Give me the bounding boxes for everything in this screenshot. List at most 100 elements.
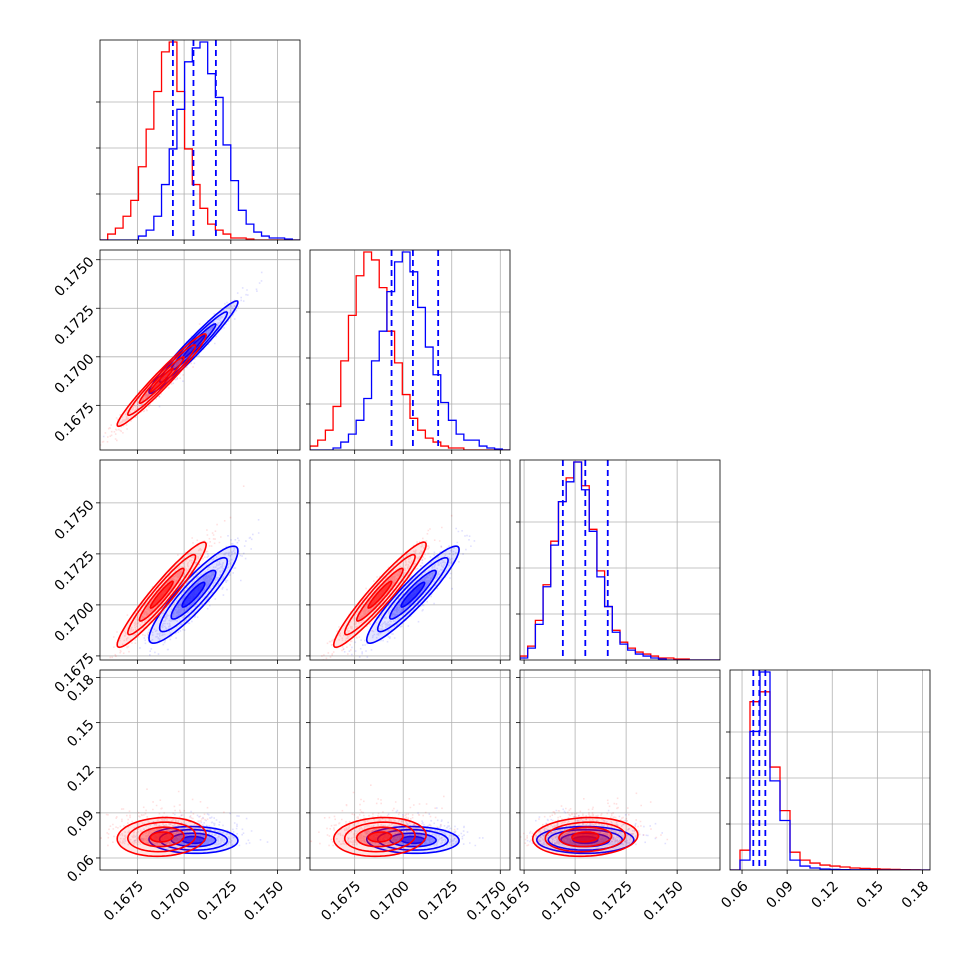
contour-red bbox=[116, 541, 208, 649]
x-tick-label: 0.1725 bbox=[590, 878, 636, 924]
x-tick-label: 0.1750 bbox=[241, 878, 287, 924]
density-fill-blue bbox=[182, 335, 205, 359]
histogram-blue-0 bbox=[100, 41, 300, 240]
x-tick-label: 0.1675 bbox=[101, 878, 147, 924]
histogram-blue-2 bbox=[520, 461, 720, 660]
density-fill-red bbox=[150, 368, 173, 392]
panel-1-0 bbox=[100, 250, 300, 450]
y-tick-label: 0.1725 bbox=[52, 548, 98, 594]
axes-frame bbox=[99, 459, 301, 661]
y-tick-label: 0.1700 bbox=[52, 599, 98, 645]
y-tick-label: 0.12 bbox=[64, 762, 97, 795]
density-fill-red bbox=[150, 832, 173, 842]
density-fill-red bbox=[368, 832, 392, 842]
axes-frame bbox=[309, 459, 511, 661]
y-tick-label: 0.1750 bbox=[52, 254, 98, 300]
contour-red bbox=[126, 553, 197, 636]
contour-blue bbox=[365, 545, 460, 644]
contour-red bbox=[149, 367, 174, 393]
contour-red bbox=[571, 831, 600, 843]
axes-frame bbox=[99, 249, 301, 451]
x-tick-label: 0.1700 bbox=[367, 878, 413, 924]
contour-blue bbox=[158, 556, 229, 633]
panel-3-0 bbox=[100, 670, 300, 870]
contour-blue bbox=[170, 569, 217, 620]
contour-blue bbox=[365, 825, 460, 855]
x-tick-label: 0.18 bbox=[899, 878, 932, 911]
x-tick-label: 0.1675 bbox=[318, 878, 364, 924]
histogram-red-1 bbox=[310, 251, 510, 450]
panel-0-0 bbox=[100, 40, 300, 240]
axes-frame bbox=[309, 669, 511, 871]
x-tick-label: 0.09 bbox=[763, 878, 796, 911]
histogram-red-0 bbox=[100, 41, 300, 240]
x-tick-label: 0.15 bbox=[854, 878, 887, 911]
scatter-points-blue bbox=[520, 808, 667, 846]
contour-blue bbox=[148, 300, 239, 395]
contour-red bbox=[343, 553, 416, 636]
contour-blue bbox=[148, 545, 239, 645]
contour-red bbox=[367, 580, 393, 609]
y-tick-label: 0.1750 bbox=[52, 497, 98, 543]
contour-red bbox=[116, 816, 208, 858]
x-tick-label: 0.1725 bbox=[415, 878, 461, 924]
axes-frame bbox=[519, 669, 721, 871]
y-tick-label: 0.06 bbox=[64, 852, 97, 885]
density-fill-blue bbox=[401, 582, 425, 608]
contour-red bbox=[355, 567, 404, 622]
histogram-blue-1 bbox=[310, 251, 510, 450]
contour-red bbox=[138, 567, 185, 622]
panel-2-0 bbox=[100, 460, 300, 660]
y-tick-label: 0.09 bbox=[64, 807, 97, 840]
x-tick-label: 0.1700 bbox=[148, 878, 194, 924]
panel-3-2 bbox=[520, 670, 720, 870]
panel-2-2 bbox=[520, 460, 720, 660]
contour-red bbox=[367, 831, 393, 843]
density-fill-red bbox=[368, 581, 392, 609]
contour-red bbox=[138, 356, 185, 404]
panel-3-1 bbox=[310, 670, 510, 870]
axes-frame bbox=[519, 459, 721, 661]
contour-red bbox=[116, 333, 208, 428]
contour-blue bbox=[148, 825, 239, 855]
scatter-points-blue bbox=[139, 519, 260, 660]
panel-2-1 bbox=[310, 460, 510, 660]
contour-blue bbox=[388, 569, 437, 620]
y-tick-label: 0.15 bbox=[64, 717, 97, 750]
contour-red bbox=[126, 344, 197, 416]
contour-red bbox=[149, 580, 174, 609]
contour-red bbox=[149, 831, 174, 843]
y-tick-label: 0.1725 bbox=[52, 303, 98, 349]
contour-red bbox=[355, 826, 404, 848]
contour-blue bbox=[181, 581, 206, 608]
scatter-points-blue bbox=[342, 527, 476, 658]
density-fill-blue bbox=[182, 582, 205, 608]
contour-red bbox=[126, 821, 197, 853]
density-fill-red bbox=[150, 581, 173, 609]
density-fill-red bbox=[571, 832, 599, 842]
axes-frame bbox=[729, 669, 931, 871]
contour-red bbox=[138, 826, 185, 848]
scatter-points-red bbox=[109, 485, 245, 660]
contour-blue bbox=[535, 825, 635, 855]
contour-blue bbox=[376, 557, 449, 633]
contour-red bbox=[558, 826, 613, 848]
x-tick-label: 0.1750 bbox=[641, 878, 687, 924]
y-tick-label: 0.1675 bbox=[52, 400, 98, 446]
x-tick-label: 0.06 bbox=[718, 878, 751, 911]
axes-frame bbox=[99, 39, 301, 241]
x-tick-label: 0.12 bbox=[809, 878, 842, 911]
x-tick-label: 0.1725 bbox=[194, 878, 240, 924]
contour-red bbox=[332, 816, 427, 858]
contour-blue bbox=[400, 581, 426, 608]
axes-frame bbox=[99, 669, 301, 871]
x-tick-label: 0.1700 bbox=[539, 878, 585, 924]
contour-red bbox=[343, 821, 416, 853]
histogram-red-2 bbox=[520, 461, 720, 660]
panel-3-3 bbox=[730, 670, 930, 870]
contour-blue bbox=[181, 334, 206, 360]
y-tick-label: 0.1700 bbox=[52, 351, 98, 397]
contour-red bbox=[544, 821, 627, 853]
axes-frame bbox=[309, 249, 511, 451]
